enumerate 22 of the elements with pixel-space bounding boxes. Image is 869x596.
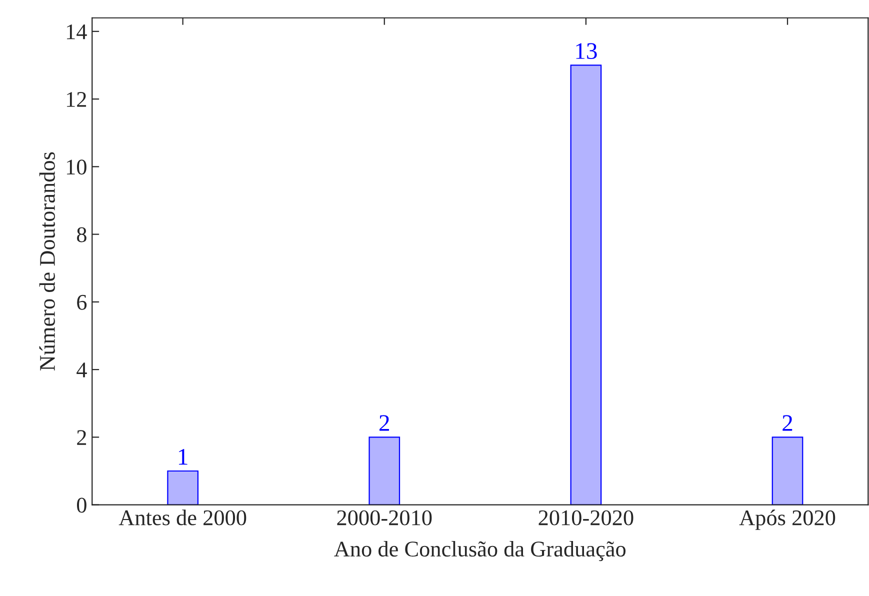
bar [368, 436, 400, 505]
y-tick-label: 2 [77, 430, 86, 445]
data-label: 1 [178, 448, 188, 465]
y-tick-label: 6 [77, 294, 87, 310]
data-label: 13 [576, 43, 597, 60]
bar [167, 470, 198, 505]
y-tick-label: 10 [66, 160, 86, 175]
y-tick-label: 8 [76, 227, 86, 242]
x-tick-label: Após 2020 [739, 510, 836, 530]
bar [570, 64, 602, 505]
x-tick-label: Antes de 2000 [118, 510, 246, 526]
x-tick-label: 2010-2020 [538, 510, 634, 526]
data-label: 2 [380, 415, 389, 431]
y-tick-label: 4 [76, 362, 87, 378]
bar [772, 436, 804, 505]
x-axis-title: Ano de Conclusão da Graduação [334, 540, 626, 562]
y-tick-label: 12 [66, 92, 86, 107]
data-label: 2 [782, 415, 792, 431]
y-axis-title: Número de Doutorandos [39, 152, 55, 371]
y-tick-label: 0 [76, 498, 86, 513]
y-tick-label: 14 [66, 24, 87, 40]
x-tick-label: 2000-2010 [337, 510, 432, 526]
